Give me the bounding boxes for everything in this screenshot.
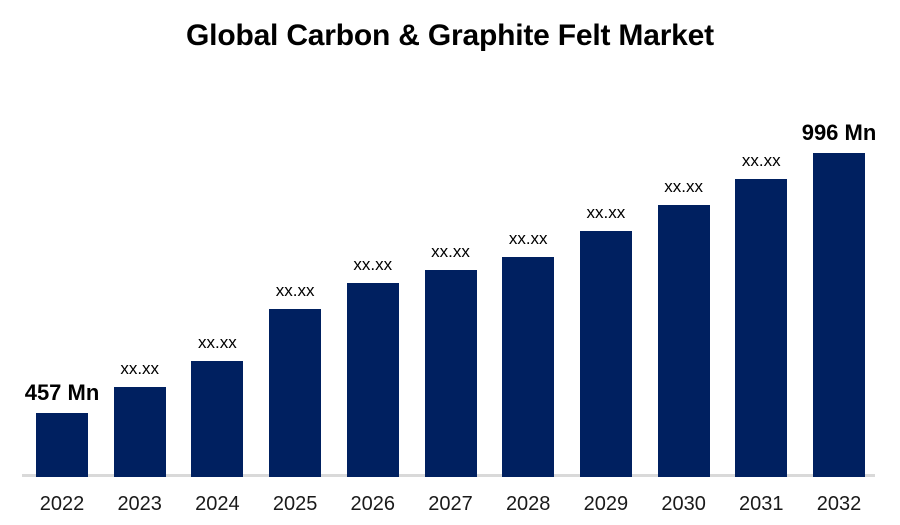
chart-title: Global Carbon & Graphite Felt Market (186, 19, 714, 52)
bar-2022: 457 Mn (25, 380, 99, 477)
bar-value-label: xx.xx (664, 177, 703, 196)
x-axis-tick-label: 2025 (272, 493, 318, 515)
x-axis-tick-label: 2027 (428, 493, 473, 515)
bar-value-label: xx.xx (120, 359, 160, 378)
bar-value-label: xx.xx (586, 203, 626, 222)
bar-value-label: xx.xx (431, 242, 470, 261)
x-axis-tick-label: 2026 (350, 493, 396, 515)
bar-2028: xx.xx (502, 229, 555, 477)
x-axis-tick-label: 2031 (739, 493, 784, 515)
bar-value-label: xx.xx (741, 151, 781, 170)
bar-2023: xx.xx (113, 359, 166, 477)
x-axis-tick-label: 2024 (195, 493, 240, 515)
bar-2025: xx.xx (269, 281, 322, 477)
x-axis-tick-label: 2029 (583, 493, 629, 515)
x-axis-tick-label: 2022 (39, 493, 85, 515)
x-axis-tick-label: 2032 (816, 493, 862, 515)
bar-value-label: xx.xx (198, 333, 237, 352)
x-axis-tick-label: 2023 (117, 493, 162, 515)
bar-2032: 996 Mn (802, 120, 876, 477)
bar-value-label: xx.xx (508, 229, 548, 248)
bar-2029: xx.xx (579, 203, 632, 477)
bar-2031: xx.xx (735, 151, 788, 477)
bar-value-label: xx.xx (353, 255, 393, 274)
x-axis-tick-label: 2028 (505, 493, 551, 515)
bar-2024: xx.xx (191, 333, 244, 477)
bar-value-label: xx.xx (275, 281, 315, 300)
x-axis-tick-label: 2030 (661, 493, 706, 515)
bar-2026: xx.xx (346, 255, 399, 477)
bar-2027: xx.xx (424, 242, 477, 477)
bar-value-label: 457 Mn (24, 380, 100, 405)
bar-2030: xx.xx (657, 177, 710, 477)
bar-value-label: 996 Mn (801, 120, 877, 145)
